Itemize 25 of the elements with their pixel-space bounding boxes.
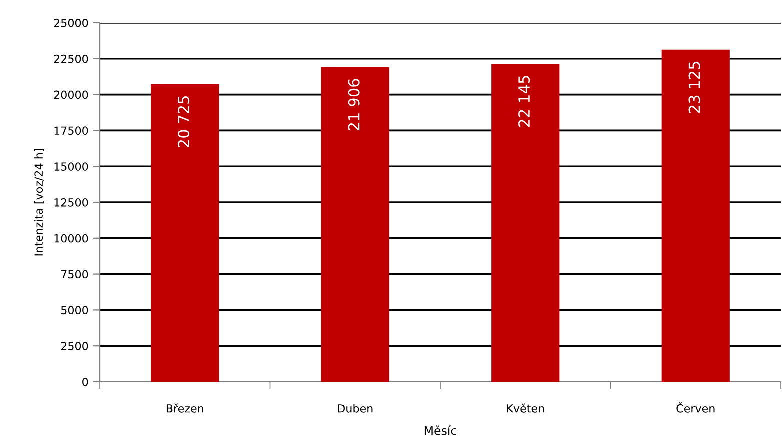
x-tick-label: Březen [166,404,204,413]
y-tick-label: 10000 [54,234,88,243]
y-tick-label: 7500 [62,270,88,279]
data-label: 21 906 [348,79,360,131]
bar [492,64,560,382]
x-tick-label: Květen [507,404,544,413]
y-tick-label: 17500 [54,126,88,136]
bar [321,67,390,382]
data-label: 20 725 [178,96,190,148]
y-tick-label: 5000 [61,306,88,315]
x-tick-label: Duben [338,404,373,413]
x-axis-title: Měsíc [424,426,456,436]
y-tick-label: 22500 [54,54,88,64]
y-tick-label: 12500 [54,198,88,207]
y-tick-label: 25000 [54,18,88,28]
bar [662,50,730,382]
x-tick-label: Červen [676,402,715,413]
data-label: 22 145 [518,76,530,128]
bar [151,84,220,382]
y-tick-label: 15000 [54,162,88,171]
data-label: 23 125 [688,62,700,114]
y-tick-label: 2500 [61,342,88,350]
y-axis-title: Intenzita [voz/24 h] [34,149,44,256]
y-tick-label: 0 [82,378,88,386]
y-tick-label: 20000 [54,90,88,100]
